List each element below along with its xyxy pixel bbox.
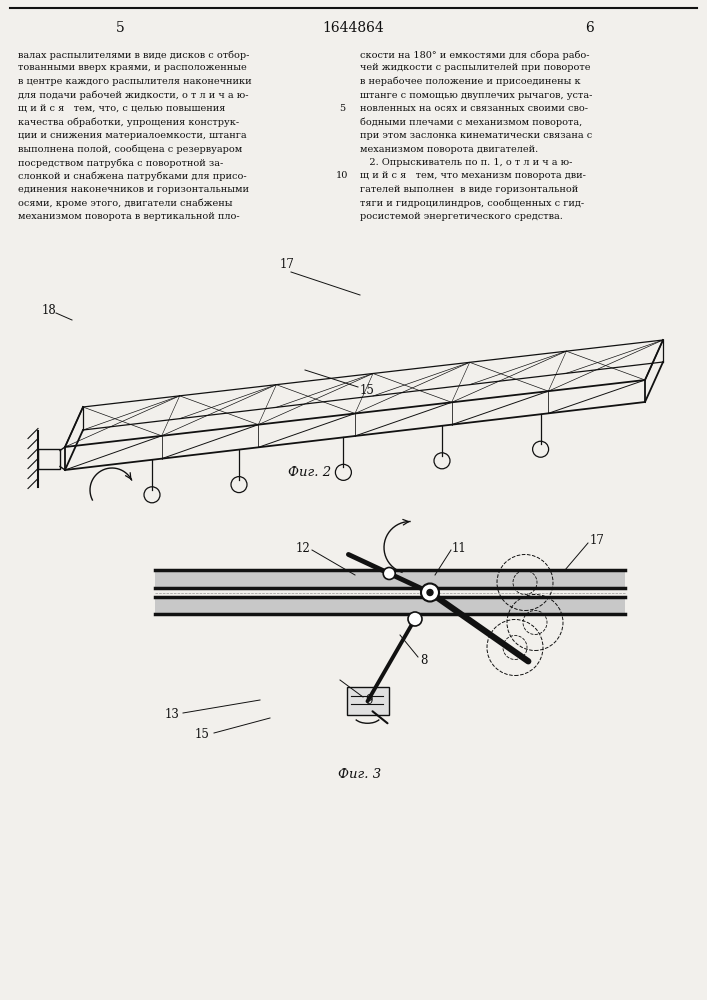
Text: тяги и гидроцилиндров, сообщенных с гид-: тяги и гидроцилиндров, сообщенных с гид- — [360, 198, 584, 208]
Text: Фиг. 3: Фиг. 3 — [339, 768, 382, 782]
Text: 17: 17 — [590, 534, 605, 546]
Text: бодными плечами с механизмом поворота,: бодными плечами с механизмом поворота, — [360, 117, 583, 127]
Circle shape — [408, 612, 422, 626]
Text: росистемой энергетического средства.: росистемой энергетического средства. — [360, 212, 563, 221]
Text: 1644864: 1644864 — [322, 21, 384, 35]
Text: 8: 8 — [420, 654, 427, 666]
Text: штанге с помощью двуплечих рычагов, уста-: штанге с помощью двуплечих рычагов, уста… — [360, 91, 592, 100]
Text: при этом заслонка кинематически связана с: при этом заслонка кинематически связана … — [360, 131, 592, 140]
Circle shape — [421, 584, 439, 601]
Text: механизмом поворота в вертикальной пло-: механизмом поворота в вертикальной пло- — [18, 212, 240, 221]
Text: для подачи рабочей жидкости, о т л и ч а ю-: для подачи рабочей жидкости, о т л и ч а… — [18, 91, 248, 100]
Text: 6: 6 — [585, 21, 595, 35]
Text: механизмом поворота двигателей.: механизмом поворота двигателей. — [360, 144, 538, 153]
Text: 12: 12 — [296, 542, 310, 554]
Text: единения наконечников и горизонтальными: единения наконечников и горизонтальными — [18, 185, 249, 194]
Text: 5: 5 — [116, 21, 124, 35]
Text: чей жидкости с распылителей при повороте: чей жидкости с распылителей при повороте — [360, 64, 590, 73]
Text: тованными вверх краями, и расположенные: тованными вверх краями, и расположенные — [18, 64, 247, 73]
Text: посредством патрубка с поворотной за-: посредством патрубка с поворотной за- — [18, 158, 223, 167]
Text: осями, кроме этого, двигатели снабжены: осями, кроме этого, двигатели снабжены — [18, 198, 233, 208]
Text: валах распылителями в виде дисков с отбор-: валах распылителями в виде дисков с отбо… — [18, 50, 250, 60]
Text: выполнена полой, сообщена с резервуаром: выполнена полой, сообщена с резервуаром — [18, 144, 243, 154]
Text: ции и снижения материалоемкости, штанга: ции и снижения материалоемкости, штанга — [18, 131, 247, 140]
Text: новленных на осях и связанных своими сво-: новленных на осях и связанных своими сво… — [360, 104, 588, 113]
Text: 9: 9 — [365, 694, 373, 706]
Bar — [155, 597, 625, 614]
Text: 13: 13 — [165, 708, 180, 722]
Text: скости на 180° и емкостями для сбора рабо-: скости на 180° и емкостями для сбора раб… — [360, 50, 590, 60]
Bar — [38, 448, 60, 468]
Text: качества обработки, упрощения конструк-: качества обработки, упрощения конструк- — [18, 117, 239, 127]
Text: 10: 10 — [336, 172, 348, 180]
Text: 15: 15 — [360, 383, 375, 396]
Text: 2. Опрыскиватель по п. 1, о т л и ч а ю-: 2. Опрыскиватель по п. 1, о т л и ч а ю- — [360, 158, 573, 167]
Text: щ и й с я   тем, что механизм поворота дви-: щ и й с я тем, что механизм поворота дви… — [360, 172, 586, 180]
Text: слонкой и снабжена патрубками для присо-: слонкой и снабжена патрубками для присо- — [18, 172, 247, 181]
Circle shape — [383, 567, 395, 579]
Text: в центре каждого распылителя наконечники: в центре каждого распылителя наконечники — [18, 77, 252, 86]
Text: гателей выполнен  в виде горизонтальной: гателей выполнен в виде горизонтальной — [360, 185, 578, 194]
Text: в нерабочее положение и присоединены к: в нерабочее положение и присоединены к — [360, 77, 580, 87]
Text: 18: 18 — [42, 304, 57, 316]
Circle shape — [427, 589, 433, 595]
Text: щ и й с я   тем, что, с целью повышения: щ и й с я тем, что, с целью повышения — [18, 104, 226, 113]
Bar — [346, 687, 389, 715]
Bar — [155, 570, 625, 588]
Text: 17: 17 — [280, 258, 295, 271]
Text: 11: 11 — [452, 542, 467, 554]
Text: 5: 5 — [339, 104, 345, 113]
Text: 15: 15 — [195, 728, 210, 742]
Text: Фиг. 2: Фиг. 2 — [288, 466, 332, 479]
